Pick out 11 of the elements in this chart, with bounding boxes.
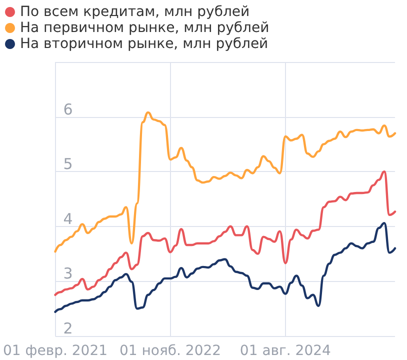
y-tick-label: 4 [63,210,73,228]
legend-label: По всем кредитам, млн рублей [20,4,250,20]
y-tick-label: 3 [63,264,73,283]
x-tick-label: 01 февр. 2021 [3,343,108,359]
y-tick-label: 5 [63,155,73,174]
legend-label: На вторичном рынке, млн рублей [20,36,268,52]
legend-label: На первичном рынке, млн рублей [20,20,270,36]
y-tick-label: 2 [63,320,73,338]
y-tick-label: 6 [63,100,73,118]
x-tick-label: 01 нояб. 2022 [119,343,222,359]
x-tick-label: 01 авг. 2024 [240,343,331,359]
